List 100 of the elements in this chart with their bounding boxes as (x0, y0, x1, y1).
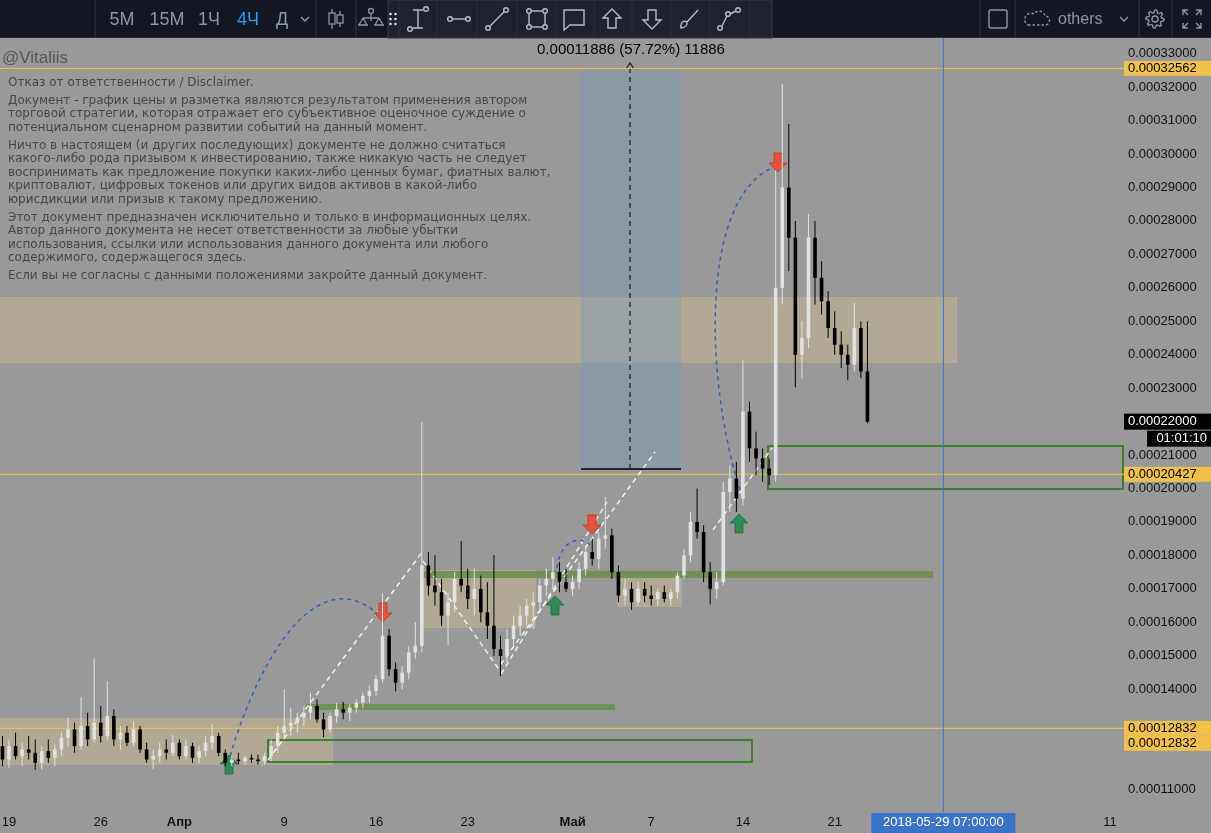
candlestick (590, 538, 595, 566)
candlestick (197, 745, 201, 764)
candlestick (243, 755, 247, 765)
candlestick (682, 548, 686, 580)
candlestick (138, 725, 142, 754)
annotation: Ничто в настоящем (и других последующих) документе не должно считаться какого-либо рода призывом к инвестированию, также никакую часть не следует воспринимать как предложение покупки каких-либо ценных бумаг, фиатных валют, криптовалют, цифровых токенов или других видов активов в какой-либо юрисдикции или призыв к такому предложению. (8, 137, 551, 206)
candlestick (413, 621, 418, 660)
candlestick (623, 578, 627, 607)
candlestick (728, 464, 732, 513)
text: 1Ч (197, 8, 221, 29)
candlestick (171, 734, 175, 757)
candlestick (112, 708, 116, 747)
y-tick-label: 0.00021000 (1128, 446, 1197, 462)
candlestick (649, 585, 653, 607)
annotation: @Vitaliis (2, 48, 69, 68)
candlestick (151, 748, 155, 770)
y-tick-label: 0.00019000 (1128, 513, 1197, 529)
candlestick (472, 567, 477, 617)
candlestick (406, 645, 411, 680)
candlestick (164, 738, 169, 760)
candlestick (20, 742, 24, 767)
annotation: Этот документ предназначен исключительно и только в информационных целях. Автор данного документа не несет ответственности за любые убытки использования, ссылки или использования данного документа или любого содержимого, содержащегося здесь. (8, 209, 532, 264)
x-tick-label: 9 (280, 814, 288, 830)
y-tick-label: 0.00030000 (1128, 145, 1197, 161)
candlestick (767, 457, 771, 486)
x-tick-label: 11 (1103, 814, 1117, 830)
candlestick (603, 496, 608, 550)
candlestick (98, 705, 103, 744)
candlestick (531, 591, 536, 630)
candlestick (845, 344, 850, 381)
y-tick-label: 0.00026000 (1128, 279, 1197, 295)
text: 01:01:10 (1156, 430, 1207, 446)
x-tick-label: 21 (827, 814, 842, 830)
x-tick-label: 7 (647, 814, 655, 830)
candlestick (269, 738, 273, 762)
candlestick (492, 554, 496, 657)
candlestick (374, 674, 378, 697)
candlestick (754, 431, 758, 476)
candlestick (256, 753, 260, 765)
text: 4Ч (236, 8, 260, 29)
text: 0.00022000 (1128, 413, 1197, 429)
candlestick (216, 732, 221, 757)
y-tick-label: 0.00015000 (1128, 647, 1197, 663)
candlestick (479, 575, 483, 623)
text: Д (275, 8, 289, 29)
candlestick (564, 568, 568, 593)
candlestick (282, 688, 287, 740)
candlestick (184, 738, 188, 760)
candlestick (577, 561, 581, 590)
y-tick-label: 0.00024000 (1128, 346, 1197, 362)
x-tick-label: 14 (735, 814, 751, 830)
annotation: Отказ от ответственности / Disclaimer. (8, 74, 254, 89)
y-tick-label: 0.00018000 (1128, 546, 1197, 562)
candlestick (433, 554, 437, 607)
candlestick (92, 657, 96, 744)
candlestick (800, 320, 804, 379)
x-tick-label: Май (559, 814, 586, 830)
x-tick-label: 26 (93, 814, 108, 830)
candlestick (518, 605, 522, 637)
candlestick (33, 738, 38, 771)
candlestick (26, 735, 31, 760)
candlestick (288, 707, 293, 737)
candlestick (210, 723, 214, 750)
ref-line-label: 2018-05-29 07:00:00 (882, 814, 1004, 830)
candlestick (505, 628, 509, 663)
y-tick-label: 0.00023000 (1128, 379, 1197, 395)
candlestick (839, 330, 844, 369)
x-tick-label: 23 (460, 814, 475, 830)
candlestick (328, 712, 332, 734)
candlestick (7, 738, 11, 769)
candlestick (596, 531, 601, 570)
y-tick-label: 0.00016000 (1128, 613, 1197, 629)
candlestick (302, 705, 306, 727)
y-tick-label: 0.00011000 (1128, 781, 1196, 797)
annotation: Если вы не согласны с данными положениями закройте данный документ. (8, 268, 488, 282)
annotation: 0.00011886 (57.72%) 11886 (537, 39, 725, 57)
ref-line-label: 0.00032562 (1128, 59, 1197, 75)
text: 5М (109, 8, 135, 29)
y-tick-label: 0.00033000 (1128, 45, 1197, 61)
candlestick (53, 743, 57, 767)
y-tick-label: 0.00032000 (1128, 78, 1197, 94)
x-tick-label: 16 (368, 814, 384, 830)
x-tick-label: Апр (166, 814, 193, 830)
y-tick-label: 0.00029000 (1128, 178, 1197, 194)
y-tick-label: 0.00020000 (1128, 479, 1197, 495)
candlestick (695, 488, 699, 540)
candlestick (708, 561, 712, 605)
y-tick-label: 0.00017000 (1128, 580, 1197, 596)
candlestick (537, 578, 542, 610)
candlestick (361, 692, 365, 709)
candlestick (714, 571, 719, 600)
ref-line-label: 0.00020427 (1128, 465, 1197, 481)
y-tick-label: 0.00025000 (1128, 312, 1197, 328)
candlestick (446, 591, 450, 646)
y-tick-label: 0.00028000 (1128, 212, 1197, 228)
text: others (1058, 10, 1103, 28)
y-tick-label: 0.00014000 (1128, 680, 1197, 696)
candlestick (400, 665, 404, 690)
candlestick (125, 725, 129, 747)
candlestick (157, 742, 162, 764)
